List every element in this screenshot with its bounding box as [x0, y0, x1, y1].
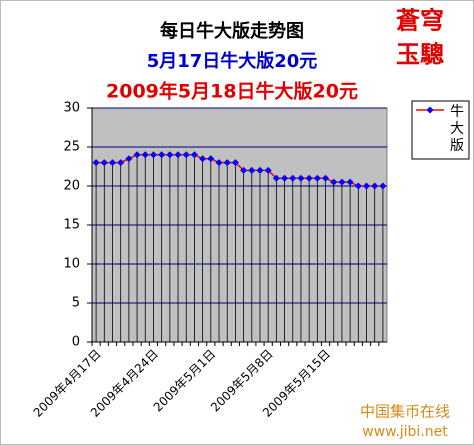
point	[92, 159, 100, 167]
point	[248, 166, 256, 174]
point	[199, 155, 207, 163]
legend-label: 牛大版	[450, 104, 464, 154]
point	[330, 178, 338, 186]
point	[190, 151, 198, 159]
point	[371, 182, 379, 190]
point	[354, 182, 362, 190]
chart-title: 每日牛大版走势图	[160, 20, 304, 42]
point	[272, 174, 280, 182]
point	[223, 159, 231, 167]
logo: 玉驄	[396, 40, 444, 69]
point	[322, 174, 330, 182]
chart-subtitle: 2009年5月18日牛大版20元	[106, 80, 358, 103]
point	[125, 155, 133, 163]
watermark: www.jibi.net	[362, 424, 448, 440]
y-tick-label: 30	[63, 101, 80, 116]
point	[174, 151, 182, 159]
point	[256, 166, 264, 174]
point	[117, 159, 125, 167]
point	[289, 174, 297, 182]
point	[313, 174, 321, 182]
point	[363, 182, 371, 190]
watermark: 中国集币在线	[360, 403, 450, 421]
point	[207, 155, 215, 163]
chart-subtitle: 5月17日牛大版20元	[147, 50, 318, 72]
point	[338, 178, 346, 186]
point	[166, 151, 174, 159]
y-tick-label: 10	[63, 257, 80, 272]
legend-char: 牛	[450, 104, 464, 120]
point	[264, 166, 272, 174]
legend-char: 大	[450, 121, 464, 137]
y-tick-label: 15	[63, 218, 80, 233]
point	[346, 178, 354, 186]
point	[297, 174, 305, 182]
point	[141, 151, 149, 159]
y-tick-label: 20	[63, 179, 80, 194]
y-tick-label: 25	[63, 140, 80, 155]
logo: 蒼穹	[396, 6, 444, 35]
point	[100, 159, 108, 167]
point	[379, 182, 387, 190]
point	[108, 159, 116, 167]
point	[149, 151, 157, 159]
point	[305, 174, 313, 182]
point	[182, 151, 190, 159]
legend-char: 版	[450, 138, 464, 154]
point	[240, 166, 248, 174]
point	[231, 159, 239, 167]
y-tick-label: 5	[72, 296, 80, 311]
y-tick-label: 0	[72, 335, 80, 350]
point	[215, 159, 223, 167]
point	[281, 174, 289, 182]
point	[158, 151, 166, 159]
point	[133, 151, 141, 159]
legend-marker	[426, 106, 434, 114]
